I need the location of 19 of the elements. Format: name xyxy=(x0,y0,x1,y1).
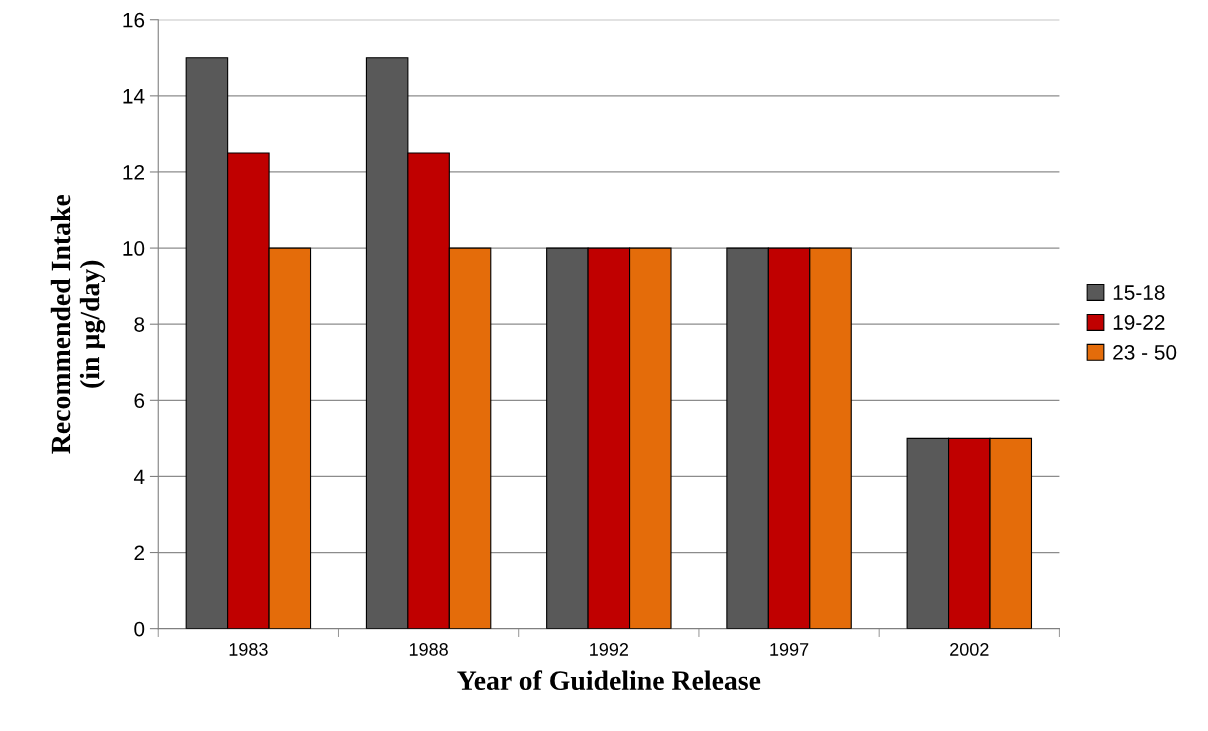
legend-label: 15-18 xyxy=(1113,285,1165,300)
x-axis-title: Year of Guideline Release xyxy=(457,670,761,691)
y-tick-label: 4 xyxy=(133,469,145,484)
y-tick-label: 12 xyxy=(123,164,145,180)
x-tick-label: 2002 xyxy=(950,643,989,656)
x-tick-label: 1983 xyxy=(229,643,268,656)
y-tick-label: 16 xyxy=(123,12,145,28)
y-axis-title: Recommended Intake (in µg/day) xyxy=(50,194,106,454)
y-tick-label: 8 xyxy=(134,317,145,332)
y-tick-label: 10 xyxy=(123,241,145,256)
x-tick-label: 1997 xyxy=(770,643,809,656)
y-tick-label: 0 xyxy=(134,621,145,637)
y-tick-label: 6 xyxy=(134,393,145,409)
legend-label: 19-22 xyxy=(1113,315,1165,330)
legend-label: 23 - 50 xyxy=(1113,345,1177,360)
x-tick-label: 1992 xyxy=(590,643,629,656)
y-tick-label: 2 xyxy=(134,545,145,561)
x-tick-label: 1988 xyxy=(409,643,448,656)
y-tick-label: 14 xyxy=(123,89,145,104)
